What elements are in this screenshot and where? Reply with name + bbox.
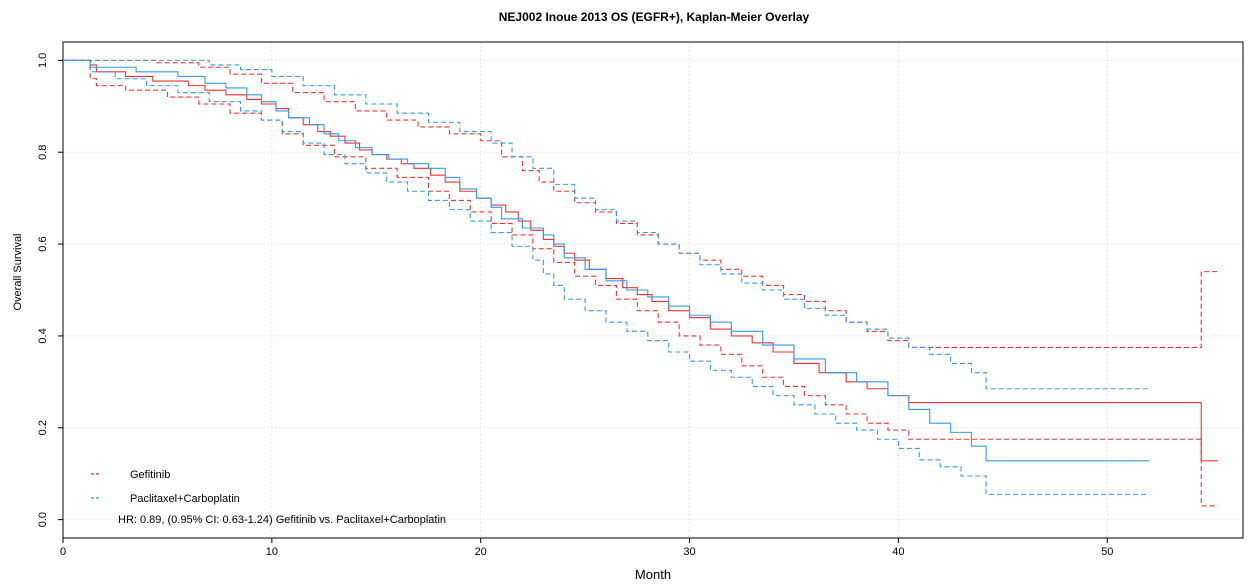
y-tick-label: 0.0 — [37, 512, 49, 527]
x-tick-label: 10 — [266, 546, 278, 558]
x-tick-label: 20 — [475, 546, 487, 558]
y-tick-label: 0.8 — [37, 145, 49, 160]
x-tick-label: 40 — [892, 546, 904, 558]
chart-title: NEJ002 Inoue 2013 OS (EGFR+), Kaplan-Mei… — [499, 10, 810, 24]
y-tick-label: 1.0 — [37, 53, 49, 68]
y-axis: 0.0 0.2 0.4 0.6 0.8 1.0 — [37, 53, 63, 527]
hazard-ratio-annotation: HR: 0.89, (0.95% CI: 0.63-1.24) Gefitini… — [118, 514, 446, 526]
series-line-gefitinib-lower-ci — [63, 59, 1218, 507]
x-tick-label: 30 — [683, 546, 695, 558]
legend-label: Paclitaxel+Carboplatin — [130, 493, 240, 505]
series-line-gefitinib — [63, 59, 1218, 462]
series-line-paclitaxel-carboplatin — [63, 59, 1150, 462]
series-layer — [63, 59, 1218, 507]
plot-frame — [62, 41, 1244, 539]
series-line-paclitaxel-carboplatin-lower-ci — [63, 59, 1150, 495]
grid-lines — [62, 42, 1243, 538]
x-tick-label: 0 — [60, 546, 66, 558]
y-tick-label: 0.6 — [37, 236, 49, 251]
y-tick-label: 0.4 — [37, 328, 49, 343]
x-tick-label: 50 — [1101, 546, 1113, 558]
x-axis-label: Month — [635, 567, 671, 582]
y-axis-label: Overall Survival — [12, 233, 24, 310]
y-tick-label: 0.2 — [37, 420, 49, 435]
legend: Gefitinib Paclitaxel+Carboplatin — [91, 469, 240, 505]
x-axis: 0 10 20 30 40 50 — [60, 538, 1113, 558]
legend-label: Gefitinib — [130, 469, 170, 481]
series-line-paclitaxel-carboplatin-upper-ci — [63, 59, 1150, 390]
series-line-gefitinib-upper-ci — [63, 59, 1218, 348]
